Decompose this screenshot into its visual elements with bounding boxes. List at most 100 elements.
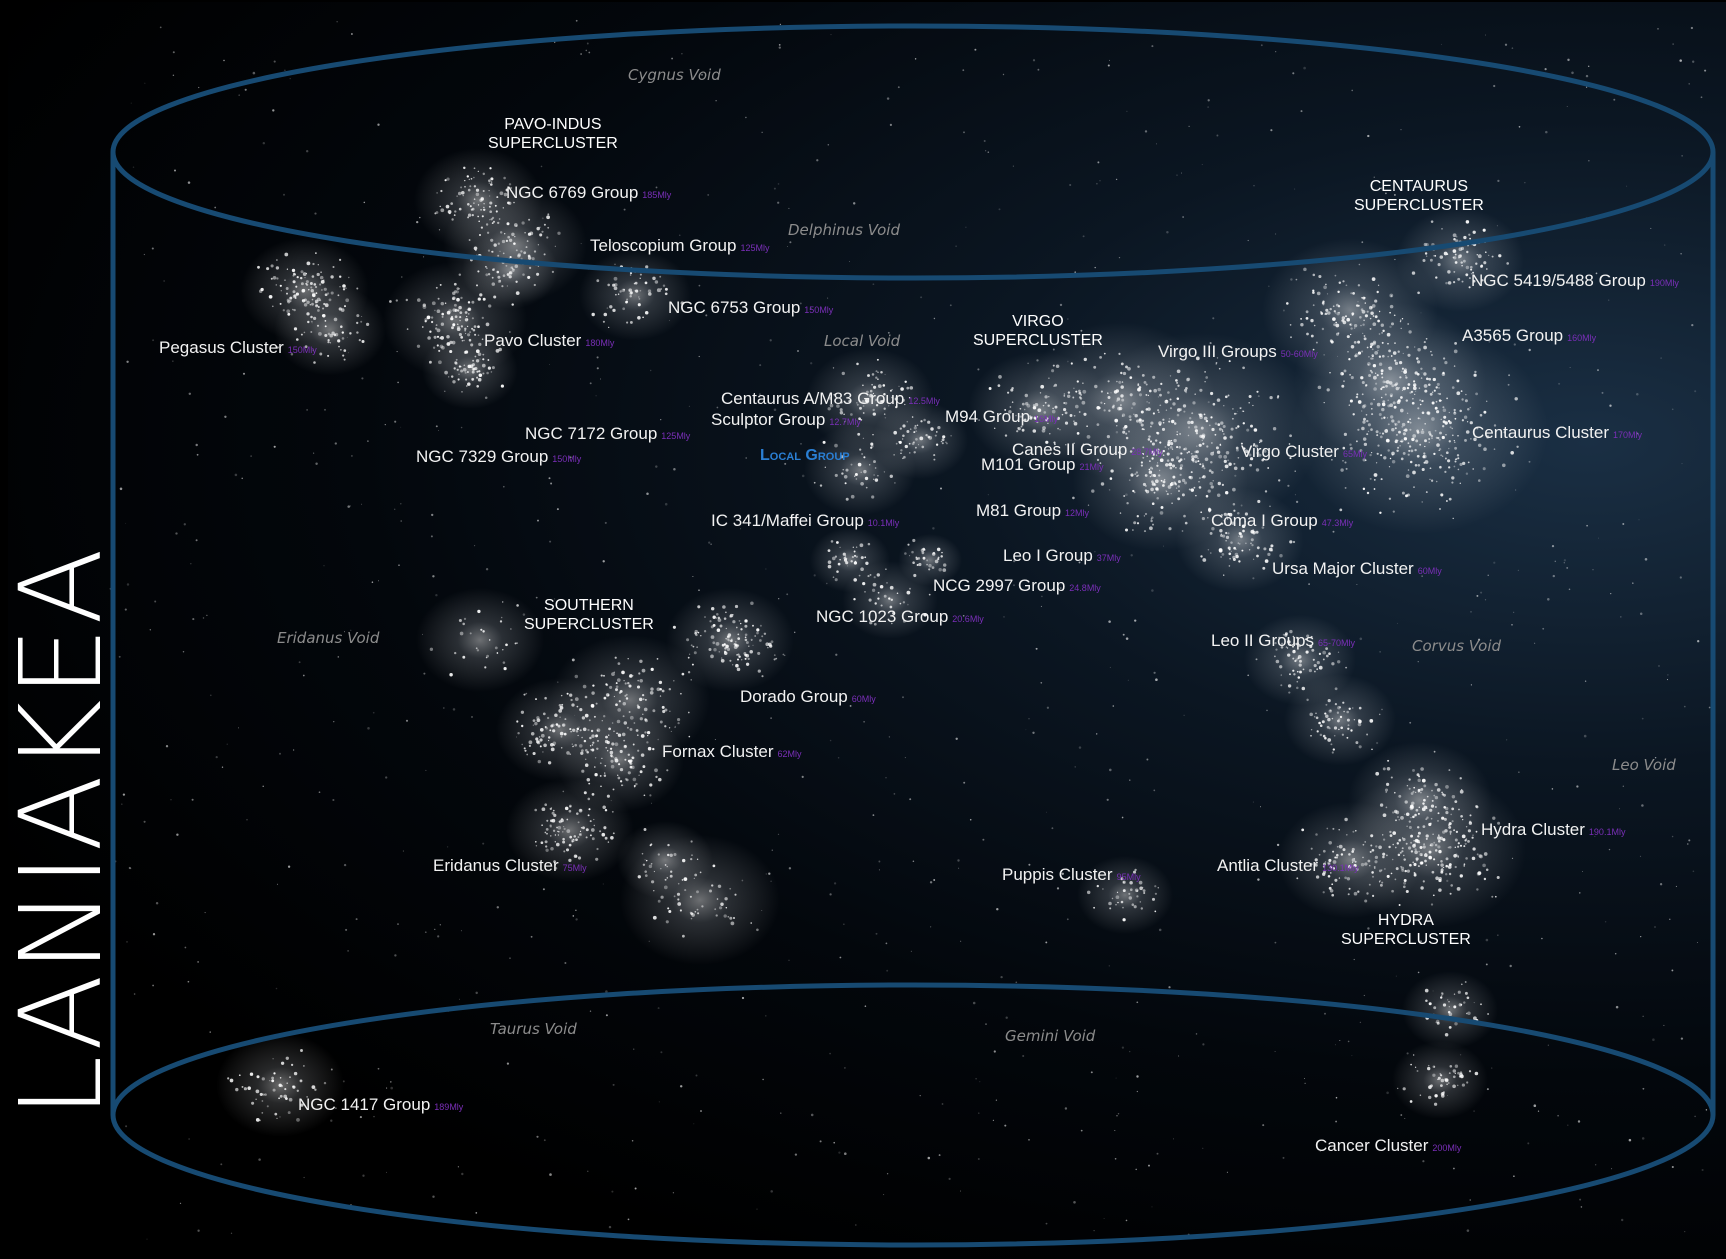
galaxy-dot bbox=[491, 276, 494, 279]
galaxy-dot bbox=[439, 337, 442, 340]
galaxy-dot bbox=[520, 250, 523, 253]
galaxy-dot bbox=[525, 246, 528, 249]
galaxy-dot bbox=[482, 297, 486, 301]
galaxy-dot bbox=[279, 302, 282, 305]
galaxy-dot bbox=[499, 250, 501, 252]
galaxy-dot bbox=[436, 335, 440, 338]
galaxy-dot bbox=[430, 320, 434, 324]
galaxy-dot bbox=[505, 239, 509, 243]
galaxy-dot bbox=[293, 308, 296, 312]
galaxy-dot bbox=[439, 344, 444, 349]
galaxy-dot bbox=[296, 275, 299, 279]
galaxy-dot bbox=[293, 294, 297, 298]
label-m101-group: M101 Group 21Mly bbox=[981, 455, 1104, 474]
galaxy-dot bbox=[436, 309, 441, 314]
galaxy-dot bbox=[333, 317, 338, 322]
galaxy-dot bbox=[311, 302, 314, 306]
galaxy-dot bbox=[489, 201, 493, 205]
galaxy-dot bbox=[472, 359, 475, 362]
galaxy-dot bbox=[343, 358, 346, 361]
galaxy-dot bbox=[476, 370, 479, 373]
galaxy-dot bbox=[460, 296, 463, 300]
galaxy-dot bbox=[295, 285, 298, 288]
galaxy-dot bbox=[524, 231, 526, 234]
galaxy-dot bbox=[493, 243, 497, 247]
galaxy-dot bbox=[270, 277, 273, 280]
galaxy-dot bbox=[467, 216, 470, 219]
cluster-glow bbox=[1396, 208, 1524, 312]
galaxy-dot bbox=[341, 337, 345, 340]
galaxy-dot bbox=[528, 266, 532, 270]
galaxy-dot bbox=[268, 294, 273, 299]
galaxy-dot bbox=[473, 176, 475, 179]
galaxy-dot bbox=[310, 286, 313, 289]
galaxy-dot bbox=[453, 367, 456, 370]
galaxy-dot bbox=[496, 270, 500, 274]
galaxy-dot bbox=[319, 352, 323, 356]
galaxy-dot bbox=[485, 322, 490, 327]
galaxy-dot bbox=[629, 294, 632, 298]
galaxy-dot bbox=[446, 334, 450, 339]
galaxy-dot bbox=[327, 354, 330, 357]
galaxy-dot bbox=[858, 417, 861, 421]
galaxy-dot bbox=[464, 311, 468, 314]
galaxy-dot bbox=[305, 283, 307, 285]
galaxy-dot bbox=[883, 413, 886, 415]
galaxy-dot bbox=[509, 256, 512, 259]
galaxy-dot bbox=[840, 401, 843, 404]
galaxy-dot bbox=[492, 268, 496, 271]
galaxy-dot bbox=[356, 314, 360, 318]
galaxy-dot bbox=[276, 259, 278, 261]
galaxy-dot bbox=[360, 320, 363, 323]
galaxy-dot bbox=[531, 257, 535, 261]
galaxy-dot bbox=[446, 310, 451, 315]
galaxy-dot bbox=[659, 275, 662, 278]
galaxy-dot bbox=[904, 380, 907, 384]
galaxy-dot bbox=[455, 358, 458, 361]
galaxy-dot bbox=[462, 195, 464, 197]
galaxy-dot bbox=[490, 181, 493, 183]
galaxy-dot bbox=[306, 300, 310, 305]
cluster-glows bbox=[216, 148, 1548, 1137]
galaxy-dot bbox=[319, 283, 322, 286]
galaxy-dot bbox=[496, 196, 499, 199]
galaxy-dot bbox=[637, 303, 641, 307]
cluster-glow bbox=[422, 331, 518, 409]
galaxy-dot bbox=[515, 291, 520, 295]
galaxy-dot bbox=[488, 205, 491, 208]
galaxy-dot bbox=[332, 265, 335, 269]
galaxy-dot bbox=[482, 172, 486, 176]
galaxy-dot bbox=[533, 250, 537, 253]
galaxy-dot bbox=[857, 425, 859, 427]
galaxy-dot bbox=[645, 265, 649, 269]
galaxy-dot bbox=[515, 280, 518, 283]
galaxy-dot bbox=[639, 273, 642, 276]
galaxy-dot bbox=[469, 331, 472, 334]
galaxy-dot bbox=[356, 321, 359, 325]
galaxy-dot bbox=[536, 272, 540, 276]
galaxy-dot bbox=[526, 240, 529, 242]
label-ic341-group: IC 341/Maffei Group 10.1Mly bbox=[711, 511, 900, 530]
galaxy-dot bbox=[634, 289, 637, 292]
galaxy-dot bbox=[300, 333, 303, 336]
galaxy-dot bbox=[461, 191, 465, 195]
galaxy-dot bbox=[440, 301, 445, 306]
galaxy-dot bbox=[451, 340, 456, 345]
galaxy-dot bbox=[405, 298, 409, 302]
galaxy-dot bbox=[286, 268, 289, 270]
galaxy-dot bbox=[543, 253, 546, 256]
galaxy-dot bbox=[528, 218, 531, 221]
galaxy-dot bbox=[497, 242, 500, 245]
galaxy-dot bbox=[612, 308, 616, 313]
galaxy-dot bbox=[466, 175, 469, 178]
galaxy-dot bbox=[465, 385, 468, 387]
galaxy-dot bbox=[609, 305, 613, 309]
galaxy-dot bbox=[511, 267, 514, 270]
galaxy-dot bbox=[473, 185, 477, 188]
galaxy-dot bbox=[895, 405, 898, 409]
galaxy-dot bbox=[515, 249, 518, 252]
galaxy-dot bbox=[330, 275, 334, 279]
galaxy-dot bbox=[339, 286, 341, 288]
galaxy-dot bbox=[490, 183, 493, 186]
galaxy-dot bbox=[275, 284, 278, 286]
